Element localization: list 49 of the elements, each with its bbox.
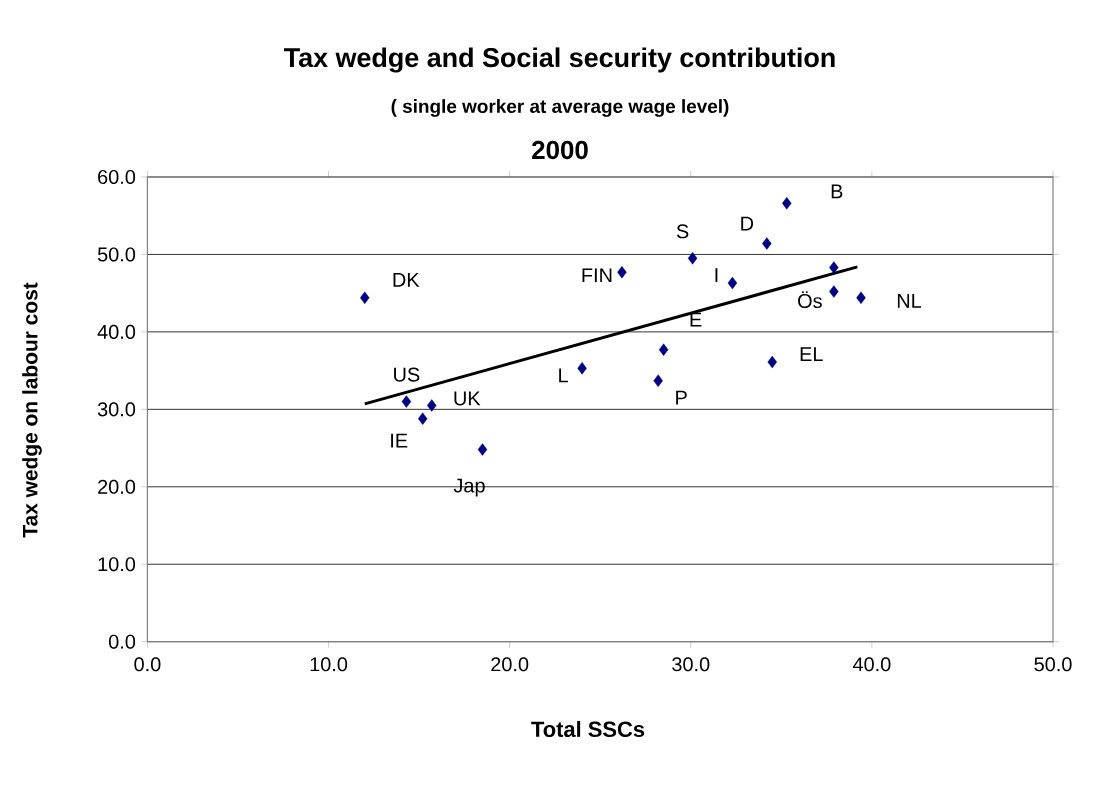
point [653,374,663,387]
y-tick-label: 10.0 [98,557,136,572]
y-tick-label: 50.0 [97,247,136,262]
point [687,252,698,265]
point [477,443,488,456]
annotation: Ös [798,291,822,309]
y-tick-label: 0.0 [108,634,136,649]
point [856,291,866,305]
y-axis-title: Tax wedge on labour cost [22,282,42,538]
chart-title: Tax wedge and Social security contribution [284,47,835,73]
annotation: IE [391,433,408,448]
x-tick-label: 20.0 [491,657,529,672]
point [617,266,627,279]
point [360,291,370,305]
point [658,343,669,356]
y-tick-label: 20.0 [98,479,136,494]
x-tick-label: 50.0 [1034,657,1072,672]
annotation: NL [897,293,922,308]
annotation: EL [800,347,823,361]
annotation: L [559,368,568,383]
y-tick-label: 40.0 [97,324,136,339]
x-axis-title: Total SSCs [531,720,645,738]
annotation: I [715,268,718,282]
annotation: DK [393,272,420,287]
point [829,285,839,298]
annotation: P [676,390,687,405]
annotation: D [741,216,754,231]
annotation: US [394,367,420,382]
y-tick-label: 30.0 [97,402,136,417]
annotation: UK [454,391,481,406]
point [727,276,738,290]
x-tick-label: 10.0 [310,657,348,672]
annotation: S [676,224,689,239]
text: 2000 [532,140,588,160]
point [829,261,839,274]
y-tick-label: 60.0 [98,169,136,185]
point [767,355,777,369]
x-tick-label: 30.0 [672,657,710,672]
annotation: FIN [582,268,612,283]
x-tick-label: 40.0 [852,657,891,672]
point [762,237,772,250]
point [577,362,587,375]
point [782,197,792,210]
point [401,395,412,408]
chart-subtitle: ( single worker at average wage level) [391,99,729,117]
x-tick-label: 0.0 [134,657,161,672]
annotation: B [831,184,843,199]
point [418,412,428,425]
point [427,399,437,412]
